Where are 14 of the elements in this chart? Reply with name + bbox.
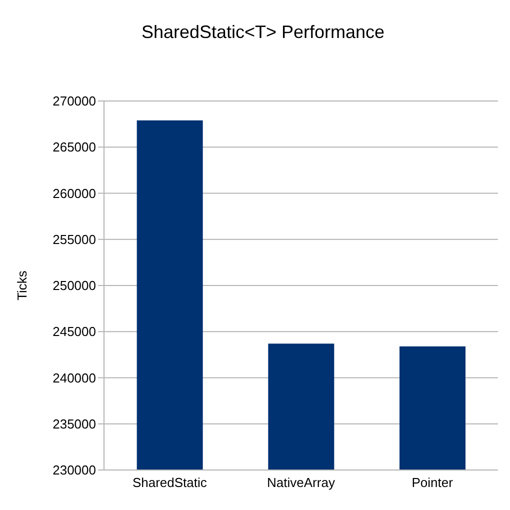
- y-tick-label: 235000: [52, 416, 96, 432]
- x-tick-label: Pointer: [412, 475, 454, 490]
- y-tick-label: 240000: [52, 370, 96, 386]
- x-tick-label: NativeArray: [267, 475, 336, 490]
- chart-title: SharedStatic<T> Performance: [140, 22, 386, 43]
- y-axis-title: Ticks: [14, 270, 30, 300]
- x-tick-label: SharedStatic: [132, 475, 208, 490]
- y-tick-label: 255000: [52, 232, 96, 247]
- y-tick-label: 250000: [52, 278, 96, 294]
- y-tick-label: 230000: [52, 462, 96, 478]
- y-tick-label: 260000: [52, 186, 96, 201]
- y-tick-label: 265000: [52, 140, 96, 155]
- y-tick-label: 270000: [52, 94, 96, 109]
- y-tick-label: 245000: [52, 324, 96, 340]
